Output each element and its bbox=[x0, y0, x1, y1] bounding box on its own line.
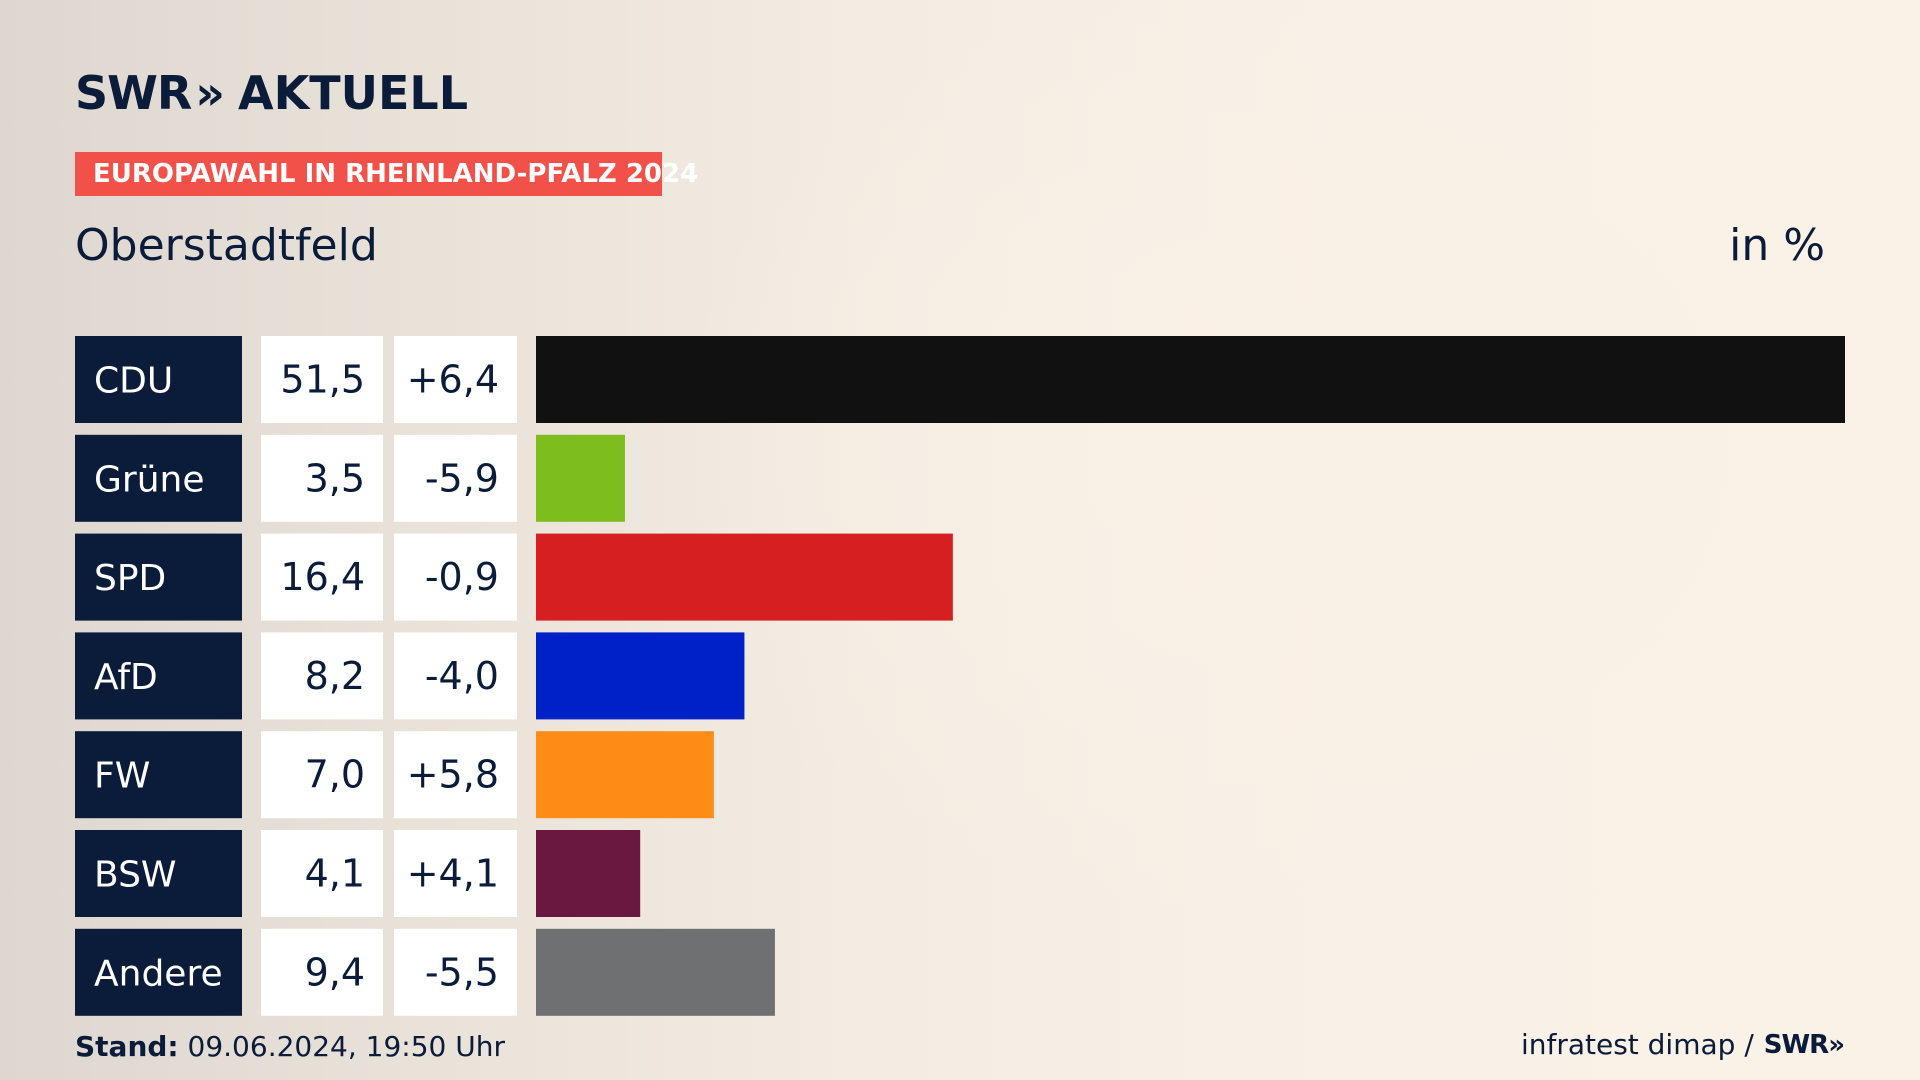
source-credit: infratest dimap / SWR» bbox=[1520, 1028, 1845, 1061]
value-cell bbox=[261, 434, 383, 522]
change-label: +6,4 bbox=[407, 358, 499, 402]
value-label: 3,5 bbox=[305, 456, 365, 500]
party-label: CDU bbox=[94, 361, 173, 402]
change-cell bbox=[394, 928, 517, 1016]
chevron-right-icon: » bbox=[1828, 1029, 1845, 1060]
value-cell bbox=[261, 731, 383, 819]
party-label-box bbox=[75, 830, 242, 917]
party-label: SPD bbox=[94, 558, 166, 599]
change-cell bbox=[394, 533, 517, 621]
source-logo-text: SWR bbox=[1763, 1029, 1829, 1060]
chevron-right-icon: » bbox=[195, 66, 225, 120]
value-label: 16,4 bbox=[280, 555, 365, 599]
stand-value: 09.06.2024, 19:50 Uhr bbox=[187, 1030, 505, 1063]
change-cell bbox=[394, 731, 517, 819]
value-label: 8,2 bbox=[305, 654, 365, 698]
source-swr-logo: SWR» bbox=[1763, 1029, 1845, 1060]
party-label: FW bbox=[94, 756, 150, 797]
election-tag: EUROPAWAHL IN RHEINLAND-PFALZ 2024 bbox=[75, 152, 698, 196]
swr-aktuell-logo: SWR » AKTUELL bbox=[75, 66, 469, 120]
change-label: +4,1 bbox=[407, 852, 499, 896]
party-label-box bbox=[75, 533, 242, 621]
change-cell bbox=[394, 632, 517, 720]
party-label: BSW bbox=[94, 855, 177, 896]
logo-aktuell-text: AKTUELL bbox=[238, 66, 469, 120]
result-bar bbox=[536, 830, 641, 917]
logo-swr-text: SWR bbox=[75, 66, 192, 120]
value-cell bbox=[261, 632, 383, 720]
party-label-box bbox=[75, 336, 242, 423]
value-cell bbox=[261, 830, 383, 917]
result-bar bbox=[536, 434, 625, 522]
party-label-box bbox=[75, 632, 242, 720]
change-label: -4,0 bbox=[425, 654, 499, 698]
party-label: Grüne bbox=[94, 459, 204, 500]
timestamp: Stand: 09.06.2024, 19:50 Uhr bbox=[75, 1030, 505, 1063]
result-bar bbox=[536, 928, 775, 1016]
change-label: -5,5 bbox=[425, 950, 499, 994]
change-cell bbox=[394, 830, 517, 917]
party-label-box bbox=[75, 928, 242, 1016]
change-label: +5,8 bbox=[407, 753, 499, 797]
party-label: Andere bbox=[94, 953, 223, 994]
change-cell bbox=[394, 336, 517, 423]
result-bar bbox=[536, 632, 745, 720]
stand-label: Stand: bbox=[75, 1030, 179, 1063]
value-label: 9,4 bbox=[305, 950, 365, 994]
value-label: 4,1 bbox=[305, 852, 365, 896]
value-cell bbox=[261, 336, 383, 423]
source-text: infratest dimap / bbox=[1520, 1028, 1754, 1061]
result-bar bbox=[536, 533, 953, 621]
change-cell bbox=[394, 434, 517, 522]
result-bar bbox=[536, 336, 1845, 423]
change-label: -0,9 bbox=[425, 555, 499, 599]
party-label: AfD bbox=[94, 657, 158, 698]
value-cell bbox=[261, 928, 383, 1016]
change-label: -5,9 bbox=[425, 456, 499, 500]
party-label-box bbox=[75, 434, 242, 522]
party-label-box bbox=[75, 731, 242, 819]
value-cell bbox=[261, 533, 383, 621]
value-label: 51,5 bbox=[280, 358, 365, 402]
value-label: 7,0 bbox=[305, 753, 365, 797]
result-bar bbox=[536, 731, 714, 819]
page-title: Oberstadtfeld bbox=[75, 220, 378, 271]
unit-label: in % bbox=[1729, 220, 1825, 271]
